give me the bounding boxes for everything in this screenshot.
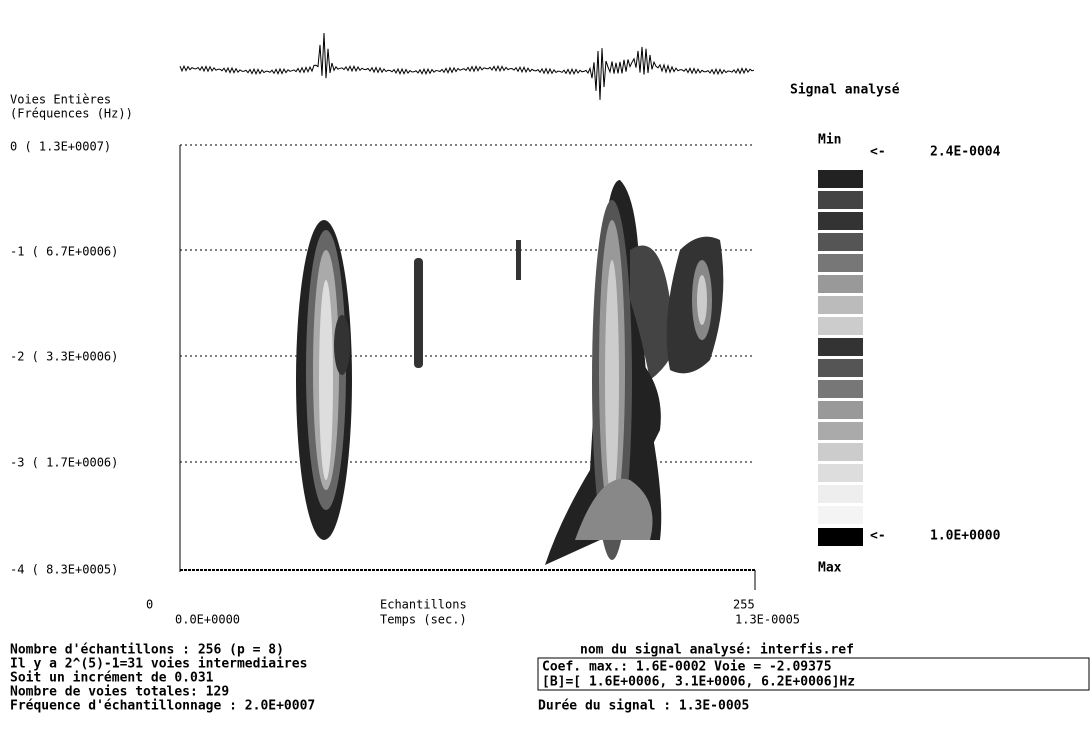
signal-duration: Durée du signal : 1.3E-0005 <box>538 699 749 714</box>
axis-title: Voies Entières <box>10 93 111 107</box>
blob <box>605 260 619 500</box>
colorbar-swatch <box>818 506 863 524</box>
colorbar-swatch <box>818 275 863 293</box>
blob <box>575 478 653 540</box>
colorbar-swatch <box>818 296 863 314</box>
colorbar-swatch <box>818 528 863 546</box>
colorbar-arrow: <- <box>870 529 886 544</box>
y-tick-label: -3 ( 1.7E+0006) <box>10 456 118 470</box>
blob <box>697 275 707 325</box>
colorbar-label: Max <box>818 561 842 576</box>
blob <box>334 315 350 375</box>
signal-label: Signal analysé <box>790 83 900 98</box>
y-labels: 0 ( 1.3E+0007) -1 ( 6.7E+0006) -2 ( 3.3E… <box>10 140 118 577</box>
signal-waveform <box>179 32 755 100</box>
colorbar-label: Min <box>818 133 841 148</box>
result-line: [B]=[ 1.6E+0006, 3.1E+0006, 6.2E+0006]Hz <box>542 675 855 690</box>
colorbar-swatch <box>818 191 863 209</box>
x-axis-title: Temps (sec.) <box>380 613 467 627</box>
blob <box>319 280 333 480</box>
y-tick-label: -2 ( 3.3E+0006) <box>10 350 118 364</box>
colorbar-swatch <box>818 317 863 335</box>
x-tick-label: 0 <box>146 598 153 612</box>
signal-name: nom du signal analysé: interfis.ref <box>580 643 854 658</box>
scalogram <box>296 180 724 565</box>
blob <box>640 360 661 460</box>
info-line: Fréquence d'échantillonnage : 2.0E+0007 <box>10 699 315 714</box>
info-line: Soit un incrément de 0.031 <box>10 671 214 686</box>
colorbar-swatch <box>818 254 863 272</box>
colorbar-swatch <box>818 443 863 461</box>
x-tick-label: 1.3E-0005 <box>735 613 800 627</box>
colorbar-swatch <box>818 338 863 356</box>
blob <box>516 240 521 280</box>
info-line: Nombre de voies totales: 129 <box>10 685 229 700</box>
colorbar-arrow: <- <box>870 145 886 160</box>
plot-frame <box>179 144 756 590</box>
colorbar-value: 2.4E-0004 <box>930 145 1001 160</box>
colorbar-swatch <box>818 401 863 419</box>
info: Nombre d'échantillons : 256 (p = 8) Il y… <box>10 643 315 714</box>
colorbar <box>818 170 863 546</box>
blob <box>630 245 677 380</box>
colorbar-swatch <box>818 233 863 251</box>
x-tick-label: 255 <box>733 598 755 612</box>
result-box <box>537 657 1090 691</box>
x-axis-title: Echantillons <box>380 598 467 612</box>
info-line: Nombre d'échantillons : 256 (p = 8) <box>10 643 284 658</box>
colorbar-swatch <box>818 422 863 440</box>
colorbar-swatch <box>818 464 863 482</box>
colorbar-swatch <box>818 380 863 398</box>
colorbar-swatch <box>818 212 863 230</box>
colorbar-value: 1.0E+0000 <box>930 529 1001 544</box>
y-tick-label: -1 ( 6.7E+0006) <box>10 245 118 259</box>
colorbar-swatch <box>818 170 863 188</box>
y-tick-label: -4 ( 8.3E+0005) <box>10 563 118 577</box>
colorbar-swatch <box>818 485 863 503</box>
x-tick-label: 0.0E+0000 <box>175 613 240 627</box>
axis-title: (Fréquences (Hz)) <box>10 107 133 121</box>
y-tick-label: 0 ( 1.3E+0007) <box>10 140 111 154</box>
info-line: Il y a 2^(5)-1=31 voies intermediaires <box>10 657 307 672</box>
result-line: Coef. max.: 1.6E-0002 Voie = -2.09375 <box>542 660 832 675</box>
blob <box>414 258 423 368</box>
colorbar-swatch <box>818 359 863 377</box>
